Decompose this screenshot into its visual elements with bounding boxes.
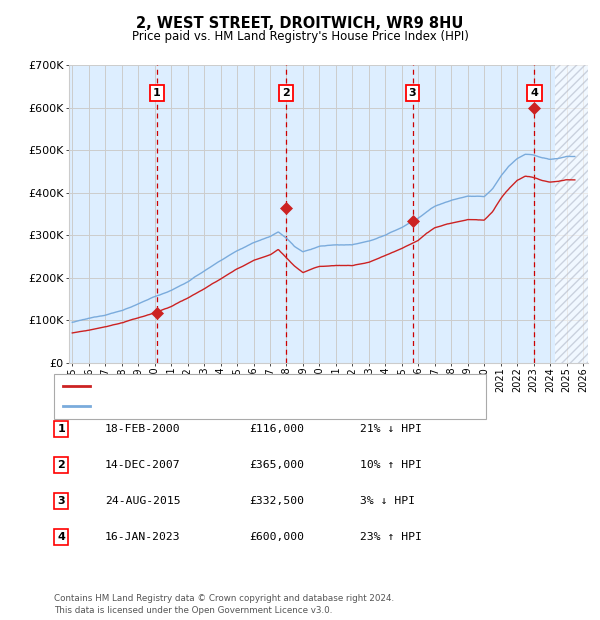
Text: 18-FEB-2000: 18-FEB-2000 <box>105 424 181 434</box>
Text: 24-AUG-2015: 24-AUG-2015 <box>105 496 181 506</box>
Text: 4: 4 <box>57 532 65 542</box>
Text: 3: 3 <box>409 89 416 99</box>
Text: 4: 4 <box>530 89 538 99</box>
Text: 23% ↑ HPI: 23% ↑ HPI <box>360 532 422 542</box>
Text: £116,000: £116,000 <box>249 424 304 434</box>
Text: 1: 1 <box>153 89 161 99</box>
Text: 21% ↓ HPI: 21% ↓ HPI <box>360 424 422 434</box>
Text: £332,500: £332,500 <box>249 496 304 506</box>
Text: 3% ↓ HPI: 3% ↓ HPI <box>360 496 415 506</box>
Text: 14-DEC-2007: 14-DEC-2007 <box>105 460 181 470</box>
Text: HPI: Average price, detached house, Wychavon: HPI: Average price, detached house, Wych… <box>99 401 358 411</box>
Text: £600,000: £600,000 <box>249 532 304 542</box>
Text: 10% ↑ HPI: 10% ↑ HPI <box>360 460 422 470</box>
Text: 2: 2 <box>282 89 290 99</box>
Text: 2: 2 <box>58 460 65 470</box>
Text: Price paid vs. HM Land Registry's House Price Index (HPI): Price paid vs. HM Land Registry's House … <box>131 30 469 43</box>
Text: £365,000: £365,000 <box>249 460 304 470</box>
Text: 3: 3 <box>58 496 65 506</box>
Text: 16-JAN-2023: 16-JAN-2023 <box>105 532 181 542</box>
Text: Contains HM Land Registry data © Crown copyright and database right 2024.
This d: Contains HM Land Registry data © Crown c… <box>54 594 394 615</box>
Text: 1: 1 <box>58 424 65 434</box>
Text: 2, WEST STREET, DROITWICH, WR9 8HU (detached house): 2, WEST STREET, DROITWICH, WR9 8HU (deta… <box>99 381 419 391</box>
Text: 2, WEST STREET, DROITWICH, WR9 8HU: 2, WEST STREET, DROITWICH, WR9 8HU <box>136 16 464 31</box>
